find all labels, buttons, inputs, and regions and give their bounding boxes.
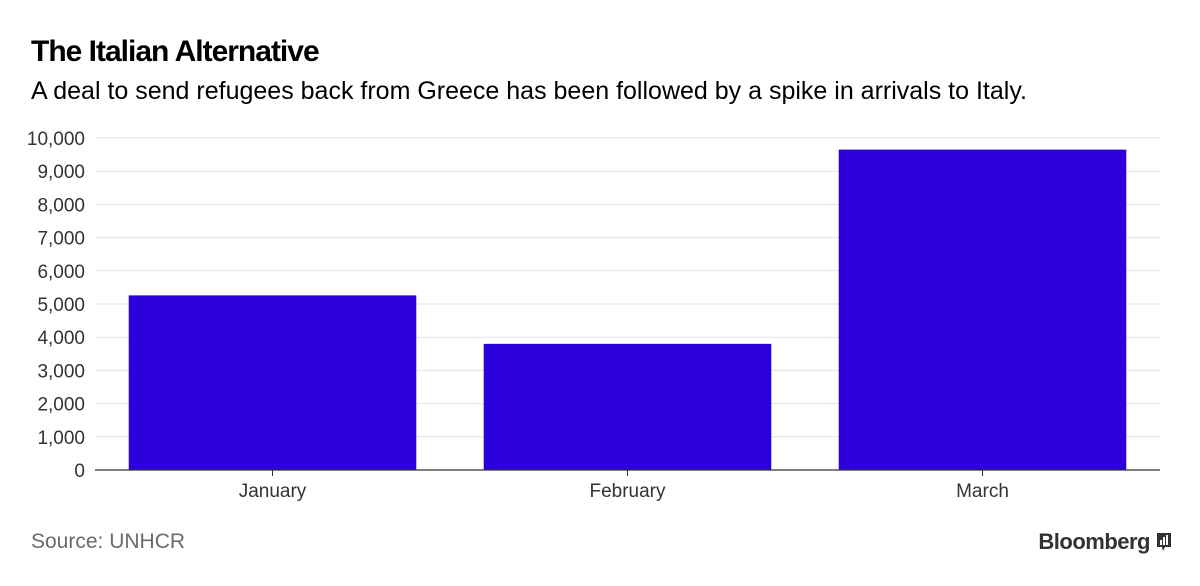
y-tick-label: 9,000 [37,162,85,183]
x-tick-label: March [956,481,1009,502]
y-tick-label: 2,000 [37,395,85,416]
chart-title: The Italian Alternative [31,35,320,68]
bar-march [838,149,1127,470]
y-axis-ticks: 0 1,000 2,000 3,000 4,000 5,000 6,000 7,000 8,00… [27,129,85,482]
bars [128,149,1127,470]
y-tick-label: 1,000 [37,428,85,449]
y-tick-label: 0 [74,461,85,482]
y-tick-label: 8,000 [37,195,85,216]
x-axis-ticks: January February March [239,470,1009,502]
y-tick-label: 6,000 [37,262,85,283]
brand-name: Bloomberg [1038,529,1150,554]
y-tick-label: 5,000 [37,295,85,316]
source-note: Source: UNHCR [31,530,186,553]
bloomberg-chart-icon [1157,533,1171,551]
y-tick-label: 7,000 [37,229,85,250]
brand-logo: Bloomberg [1038,528,1172,556]
chart-subtitle: A deal to send refugees back from Greece… [31,77,1027,105]
x-tick-label: January [239,481,307,502]
y-tick-label: 4,000 [37,328,85,349]
bar-february [483,343,772,470]
y-tick-label: 10,000 [27,129,85,150]
x-tick-label: February [589,481,666,502]
bar-january [128,295,417,470]
y-tick-label: 3,000 [37,361,85,382]
